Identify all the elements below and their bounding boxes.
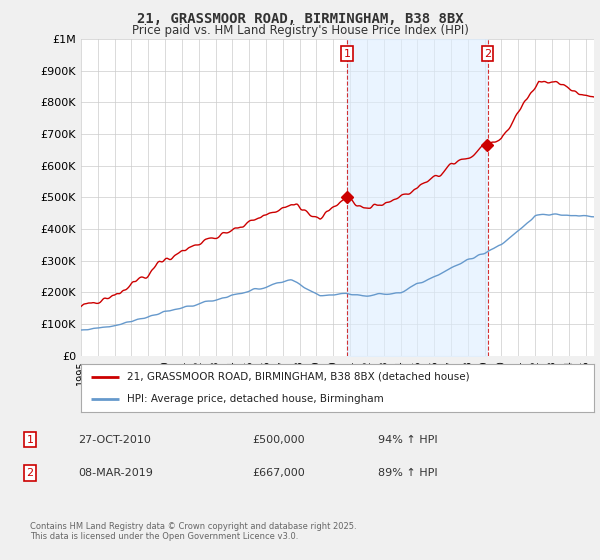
Text: Contains HM Land Registry data © Crown copyright and database right 2025.
This d: Contains HM Land Registry data © Crown c… <box>30 522 356 542</box>
Text: 27-OCT-2010: 27-OCT-2010 <box>78 435 151 445</box>
Text: £500,000: £500,000 <box>252 435 305 445</box>
Text: 1: 1 <box>26 435 34 445</box>
Text: 1: 1 <box>344 49 350 59</box>
Text: £667,000: £667,000 <box>252 468 305 478</box>
Text: HPI: Average price, detached house, Birmingham: HPI: Average price, detached house, Birm… <box>127 394 384 404</box>
Text: 94% ↑ HPI: 94% ↑ HPI <box>378 435 437 445</box>
Text: 21, GRASSMOOR ROAD, BIRMINGHAM, B38 8BX: 21, GRASSMOOR ROAD, BIRMINGHAM, B38 8BX <box>137 12 463 26</box>
Text: Price paid vs. HM Land Registry's House Price Index (HPI): Price paid vs. HM Land Registry's House … <box>131 24 469 37</box>
Text: 89% ↑ HPI: 89% ↑ HPI <box>378 468 437 478</box>
Text: 2: 2 <box>26 468 34 478</box>
Text: 21, GRASSMOOR ROAD, BIRMINGHAM, B38 8BX (detached house): 21, GRASSMOOR ROAD, BIRMINGHAM, B38 8BX … <box>127 372 470 382</box>
Text: 2: 2 <box>484 49 491 59</box>
Text: 08-MAR-2019: 08-MAR-2019 <box>78 468 153 478</box>
